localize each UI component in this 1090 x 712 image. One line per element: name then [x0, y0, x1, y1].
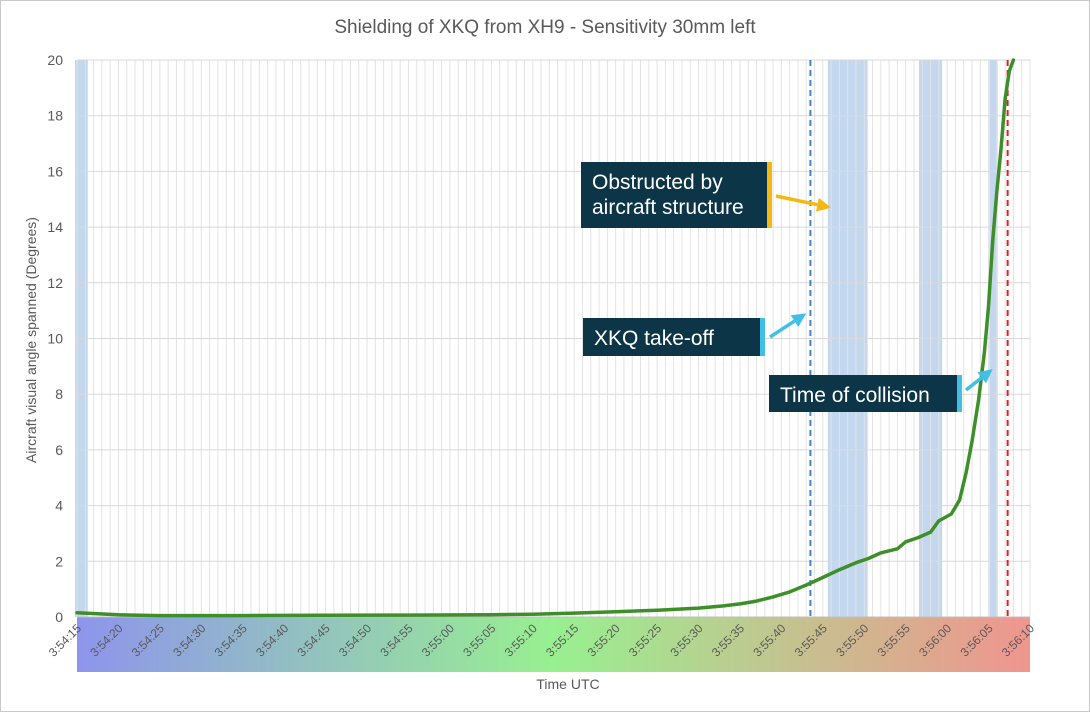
collision-arrow-head — [977, 369, 993, 384]
takeoff-arrow-head — [790, 313, 807, 327]
y-tick-label-14: 14 — [47, 219, 63, 235]
y-tick-label-8: 8 — [55, 386, 63, 402]
y-tick-label-16: 16 — [47, 163, 63, 179]
collision-arrow-shaft — [964, 376, 983, 392]
obstructed-arrow-shaft — [775, 194, 818, 207]
callout-obstructed-by-aircraft-structure: Obstructed by aircraft structure — [581, 162, 772, 228]
x-axis-label: Time UTC — [536, 676, 599, 692]
time-colour-band — [77, 617, 1030, 672]
y-tick-label-20: 20 — [47, 52, 63, 68]
y-tick-label-2: 2 — [55, 553, 63, 569]
y-tick-label-6: 6 — [55, 442, 63, 458]
chart-title: Shielding of XKQ from XH9 - Sensitivity … — [334, 17, 756, 38]
callout-xkq-take-off: XKQ take-off — [583, 318, 765, 356]
callout-time-of-collision: Time of collision — [769, 375, 962, 412]
y-tick-label-0: 0 — [55, 609, 63, 625]
takeoff-arrow-shaft — [769, 319, 796, 339]
y-tick-label-12: 12 — [47, 275, 63, 291]
y-tick-label-18: 18 — [47, 108, 63, 124]
y-axis-label: Aircraft visual angle spanned (Degrees) — [23, 217, 39, 463]
series-line — [75, 58, 1016, 618]
obstructed-arrow-head — [815, 197, 832, 212]
y-tick-label-10: 10 — [47, 331, 63, 347]
y-tick-label-4: 4 — [55, 498, 63, 514]
